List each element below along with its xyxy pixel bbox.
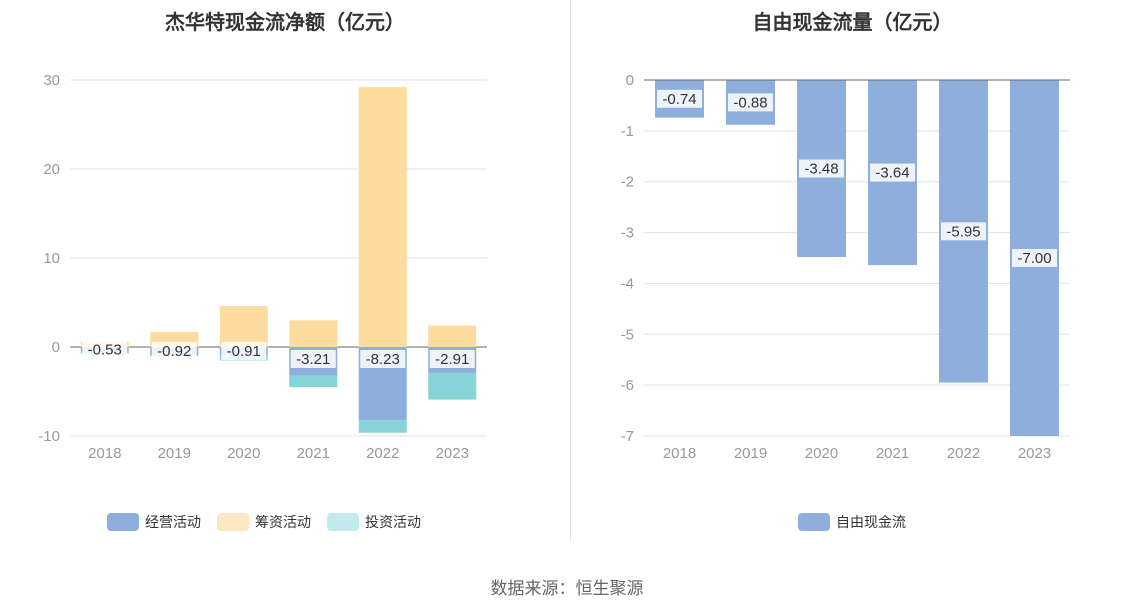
bar-financing xyxy=(219,306,268,347)
data-label: -3.21 xyxy=(296,351,330,368)
data-label: -5.95 xyxy=(946,223,980,240)
bar-financing xyxy=(358,87,407,348)
y-tick-label: -5 xyxy=(621,326,634,343)
data-label-bg xyxy=(1012,249,1057,267)
x-tick-label: 2021 xyxy=(297,445,330,462)
data-label-bg xyxy=(82,340,128,359)
bar-financing xyxy=(289,320,338,347)
y-tick-label: -4 xyxy=(621,275,634,292)
right-chart-legend: 自由现金流 xyxy=(798,512,906,532)
legend-label-investing: 投资活动 xyxy=(365,514,421,530)
y-tick-label: 0 xyxy=(626,72,634,89)
x-tick-label: 2023 xyxy=(1018,445,1051,462)
data-label-bg xyxy=(151,342,197,361)
bar-investing xyxy=(428,372,477,400)
y-tick-label: -10 xyxy=(38,428,60,445)
data-label-bg xyxy=(728,93,773,112)
x-tick-label: 2022 xyxy=(366,445,399,462)
x-tick-label: 2019 xyxy=(158,445,191,462)
legend-swatch-financing xyxy=(217,513,249,531)
legend-swatch-free-cf xyxy=(798,513,830,531)
legend-item-investing[interactable]: 投资活动 xyxy=(327,512,421,532)
left-chart-panel: 杰华特现金流净额（亿元） -10 0 10 20 30 2018 2019 2020 2021 2… xyxy=(0,0,570,542)
bar-investing xyxy=(289,375,338,388)
legend-label-financing: 筹资活动 xyxy=(255,514,311,530)
legend-swatch-operating xyxy=(107,513,139,531)
left-chart-title: 杰华特现金流净额（亿元） xyxy=(165,12,405,34)
data-label-bg xyxy=(429,350,475,368)
right-chart-plot: -7 -6 -5 -4 -3 -2 -1 0 2018 2019 2020 2021 2022 2023 -… xyxy=(621,72,1070,462)
data-label: -0.53 xyxy=(88,341,122,358)
data-label: -0.74 xyxy=(662,91,696,108)
x-tick-label: 2018 xyxy=(88,445,121,462)
y-tick-label: -3 xyxy=(621,225,634,242)
x-tick-label: 2023 xyxy=(436,445,469,462)
x-tick-label: 2019 xyxy=(734,445,767,462)
legend-item-financing[interactable]: 筹资活动 xyxy=(217,512,311,532)
y-tick-label: -7 xyxy=(621,428,634,445)
left-chart-plot: -10 0 10 20 30 2018 2019 2020 2021 2022 2023 -0.53 -… xyxy=(38,72,487,462)
data-label: -0.92 xyxy=(157,343,191,360)
right-chart-panel: 自由现金流量（亿元） -7 -6 -5 -4 -3 -2 -1 0 2018 2019 2020 20… xyxy=(571,0,1134,542)
data-label: -8.23 xyxy=(366,351,400,368)
data-label-bg xyxy=(221,342,267,361)
y-tick-label: 10 xyxy=(43,250,60,267)
data-label-bg xyxy=(941,222,986,241)
data-label-bg xyxy=(290,350,336,368)
data-label-bg xyxy=(870,163,915,182)
data-label-bg xyxy=(799,159,844,178)
data-label: -2.91 xyxy=(435,351,469,368)
y-tick-label: 20 xyxy=(43,161,60,178)
bar-financing xyxy=(428,325,477,347)
y-tick-label: -2 xyxy=(621,174,634,191)
legend-label-free-cf: 自由现金流 xyxy=(836,514,906,530)
data-label: -0.88 xyxy=(733,94,767,111)
data-label-bg xyxy=(360,350,406,368)
x-tick-label: 2022 xyxy=(947,445,980,462)
y-tick-label: 0 xyxy=(52,339,60,356)
x-tick-label: 2018 xyxy=(663,445,696,462)
data-label-bg xyxy=(657,89,702,108)
y-tick-label: -6 xyxy=(621,377,634,394)
x-tick-label: 2020 xyxy=(227,445,260,462)
data-label: -3.48 xyxy=(804,160,838,177)
bar-investing xyxy=(358,420,407,433)
data-label: -3.64 xyxy=(875,165,909,182)
data-label: -7.00 xyxy=(1017,250,1051,267)
legend-label-operating: 经营活动 xyxy=(145,514,201,530)
data-source-note: 数据来源：恒生聚源 xyxy=(490,579,644,598)
y-tick-label: -1 xyxy=(621,123,634,140)
y-tick-label: 30 xyxy=(43,72,60,89)
legend-item-operating[interactable]: 经营活动 xyxy=(107,512,201,532)
legend-swatch-investing xyxy=(327,513,359,531)
right-chart-title: 自由现金流量（亿元） xyxy=(752,12,953,34)
data-label: -0.91 xyxy=(227,343,261,360)
left-chart-legend: 经营活动 筹资活动 投资活动 xyxy=(107,512,421,532)
x-tick-label: 2020 xyxy=(805,445,838,462)
panel-divider xyxy=(570,0,571,542)
x-tick-label: 2021 xyxy=(876,445,909,462)
legend-item-free-cf[interactable]: 自由现金流 xyxy=(798,512,906,532)
